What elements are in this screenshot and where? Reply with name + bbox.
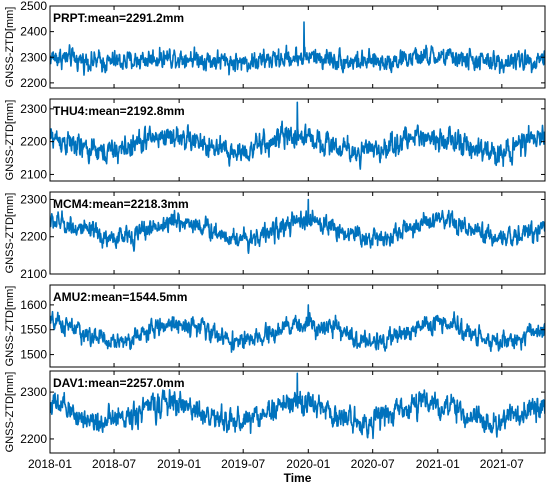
series-line <box>50 198 545 254</box>
plot-frame <box>49 5 546 89</box>
y-tick-label: 2100 <box>20 267 47 281</box>
plot-frame <box>49 284 546 368</box>
y-tick-label: 2300 <box>20 102 47 116</box>
y-tick-label: 2300 <box>20 50 47 64</box>
x-tick-label: 2018-07 <box>92 457 136 471</box>
x-tick-label: 2021-07 <box>480 457 524 471</box>
y-tick-label: 2200 <box>20 230 47 244</box>
y-tick-label: 1600 <box>20 298 47 312</box>
panel-3: 2100 2200 2300 MCM4:mean=2218.3mm GNSS-ZTD[m… <box>4 191 546 281</box>
y-tick-label: 1550 <box>20 323 47 337</box>
y-tick-label: 2300 <box>20 192 47 206</box>
y-tick-label: 2500 <box>20 0 47 13</box>
series-line <box>50 304 545 353</box>
panel-title: THU4:mean=2192.8mm <box>53 104 185 118</box>
y-tick-label: 2100 <box>20 167 47 181</box>
y-axis-label: GNSS-ZTD[mm] <box>4 100 16 181</box>
y-tick-label: 2300 <box>20 385 47 399</box>
x-axis-label: Time <box>284 471 312 485</box>
panel-4: 1500 1550 1600 AMU2:mean=1544.5mm GNSS-ZTD[m… <box>4 284 546 368</box>
series-line <box>50 101 545 170</box>
y-tick-label: 2400 <box>20 25 47 39</box>
series-line <box>50 21 545 76</box>
panel-5: 2200 2300 DAV1:mean=2257.0mm GNSS-ZTD[mm] <box>4 370 546 454</box>
x-tick-label: 2019-07 <box>221 457 265 471</box>
y-tick-label: 1500 <box>20 348 47 362</box>
panel-title: AMU2:mean=1544.5mm <box>53 290 187 304</box>
y-axis-label: GNSS-ZTD[mm] <box>4 193 16 274</box>
y-axis-label: GNSS-ZTD[mm] <box>4 372 16 453</box>
plot-frame <box>49 191 546 275</box>
panel-2: 2100 2200 2300 THU4:mean=2192.8mm GNSS-ZTD[m… <box>4 98 546 182</box>
y-tick-label: 2200 <box>20 135 47 149</box>
y-axis-label: GNSS-ZTD[mm] <box>4 286 16 367</box>
plot-frame <box>49 370 546 454</box>
x-tick-label: 2021-01 <box>416 457 460 471</box>
x-tick-label: 2019-01 <box>157 457 201 471</box>
x-tick-label: 2020-01 <box>286 457 330 471</box>
y-tick-label: 2200 <box>20 432 47 446</box>
y-axis-label: GNSS-ZTD[mm] <box>4 7 16 88</box>
panel-title: DAV1:mean=2257.0mm <box>53 376 185 390</box>
panel-title: MCM4:mean=2218.3mm <box>53 197 189 211</box>
y-tick-label: 2200 <box>20 76 47 90</box>
x-tick-label: 2018-01 <box>28 457 72 471</box>
series-line <box>50 372 545 440</box>
panel-title: PRPT:mean=2291.2mm <box>53 11 184 25</box>
x-tick-label: 2020-07 <box>351 457 395 471</box>
panel-1: 2200 2300 2400 2500 PRPT:mean=2291.2mm GNSS-Z… <box>4 0 546 90</box>
plot-frame <box>49 98 546 182</box>
